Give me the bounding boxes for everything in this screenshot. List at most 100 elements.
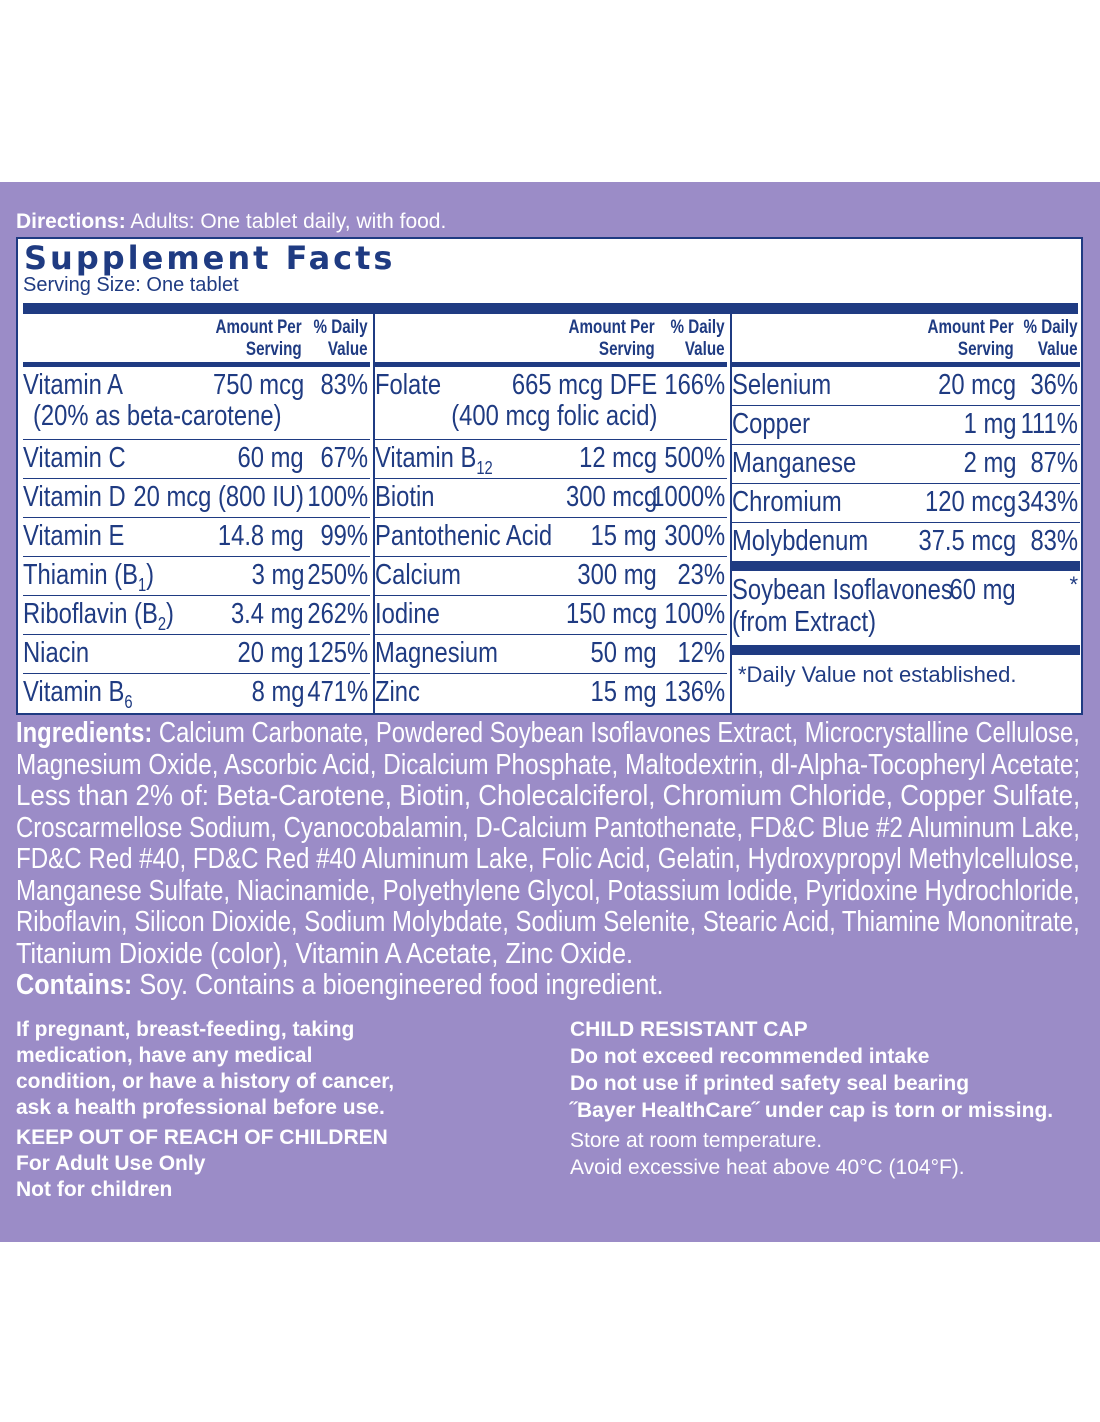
nutrient-name: Calcium [375, 559, 461, 591]
subscript: 12 [476, 457, 493, 478]
nutrient-amount: 50 mg [590, 637, 657, 669]
directions-text: Adults: One tablet daily, with food. [125, 210, 447, 233]
nutrient-name: Thiamin (B1) [23, 559, 155, 595]
nutrient-amount: 15 mg [590, 520, 657, 552]
column-header: Amount Per Serving % Daily Value [23, 314, 370, 362]
note-bar [732, 645, 1080, 655]
nutrient-subtext: (20% as beta-carotene) [33, 400, 282, 432]
nutrient-daily-value: 250% [307, 559, 368, 591]
nutrient-amount: 3.4 mg [231, 598, 304, 630]
nutrient-name: Iodine [375, 598, 440, 630]
nutrient-amount: 37.5 mcg [918, 525, 1016, 557]
nutrient-row: Biotin 300 mcg 1000% [375, 479, 727, 518]
nutrient-name: Magnesium [375, 637, 498, 669]
header-bar [732, 362, 1080, 367]
nutrient-name: Vitamin B6 [23, 676, 133, 712]
warning-line: For Adult Use Only [16, 1152, 206, 1175]
directions: Directions: Adults: One tablet daily, wi… [16, 210, 446, 234]
contains-line: Contains: Soy. Contains a bioengineered … [16, 969, 664, 1001]
subscript: 1 [137, 574, 147, 595]
facts-title: Supplement Facts [24, 239, 396, 277]
nutrient-rows: Folate 665 mcg DFE 166% (400 mcg folic acid… [375, 367, 727, 712]
nutrient-row: Iodine 150 mcg 100% [375, 596, 727, 635]
nutrient-daily-value: 67% [320, 442, 368, 474]
nutrient-row: Copper 1 mg 111% [732, 406, 1080, 445]
nutrient-daily-value: 23% [677, 559, 725, 591]
nutrient-name: Vitamin C [23, 442, 126, 474]
nutrient-amount: 20 mcg [938, 369, 1016, 401]
nutrient-amount: 15 mg [590, 676, 657, 708]
nutrient-amount: 2 mg [963, 447, 1016, 479]
nutrient-daily-value: 87% [1030, 447, 1078, 479]
nutrient-row: Vitamin E 14.8 mg 99% [23, 518, 370, 557]
subscript: 6 [124, 691, 133, 712]
nutrient-name: Molybdenum [732, 525, 869, 557]
warning-line: ˝Bayer HealthCare˝ under cap is torn or … [570, 1099, 1054, 1122]
nutrient-row: Niacin 20 mg 125% [23, 635, 370, 674]
warning-line: KEEP OUT OF REACH OF CHILDREN [16, 1126, 388, 1149]
warning-line: ask a health professional before use. [16, 1096, 385, 1119]
nutrient-rows: Vitamin A 750 mcg 83% (20% as beta-carotene… [23, 367, 370, 712]
warning-line: Not for children [16, 1178, 173, 1201]
header-bar [375, 362, 727, 367]
nutrient-amount: 750 mcg [212, 369, 304, 401]
nutrient-daily-value: 343% [1017, 486, 1078, 518]
warning-line: If pregnant, breast-feeding, taking [16, 1018, 355, 1041]
nutrient-row: Manganese 2 mg 87% [732, 445, 1080, 484]
directions-label: Directions: [16, 210, 126, 233]
ingredients-line: Titanium Dioxide (color), Vitamin A Acet… [16, 937, 633, 970]
nutrient-daily-value: 83% [320, 369, 368, 401]
nutrient-amount: 665 mcg DFE [511, 369, 657, 401]
nutrient-row: Vitamin D 20 mcg (800 IU) 100% [23, 479, 370, 518]
nutrient-amount: 12 mcg [579, 442, 657, 474]
daily-value-header: % Daily Value [313, 317, 368, 360]
nutrient-daily-value: 111% [1020, 408, 1078, 440]
supplement-facts-box: Supplement Facts Serving Size: One table… [16, 237, 1083, 715]
ingredients-line: Riboflavin, Silicon Dioxide, Sodium Moly… [16, 906, 1080, 938]
nutrient-subtext: (400 mcg folic acid) [450, 400, 657, 432]
soy-subtext: (from Extract) [732, 606, 877, 638]
nutrient-amount: 1 mg [963, 408, 1016, 440]
nutrient-row: Folate 665 mcg DFE 166% (400 mcg folic acid… [375, 367, 727, 440]
nutrient-daily-value: 36% [1030, 369, 1078, 401]
nutrient-row: Chromium 120 mcg 343% [732, 484, 1080, 523]
contains-label: Contains: [16, 969, 133, 1001]
nutrient-amount: 20 mg [237, 637, 304, 669]
ingredients-line: Less than 2% of: Beta-Carotene, Biotin, … [16, 780, 1081, 812]
nutrient-name: Vitamin E [23, 520, 125, 552]
nutrient-daily-value: 166% [664, 369, 725, 401]
soy-top-bar [732, 561, 1080, 571]
column-header: Amount Per Serving% Daily Value [732, 314, 1080, 362]
nutrient-amount: 14.8 mg [218, 520, 304, 552]
daily-value-header: % Daily Value [670, 317, 725, 360]
nutrient-row: Riboflavin (B2) 3.4 mg 262% [23, 596, 370, 635]
soy-daily-value: * [1069, 572, 1078, 597]
nutrient-amount: 60 mg [237, 442, 304, 474]
nutrient-amount: 20 mcg (800 IU) [133, 481, 304, 513]
nutrient-daily-value: 262% [307, 598, 368, 630]
nutrient-name: Vitamin B12 [375, 442, 493, 478]
amount-header: Amount Per Serving [568, 317, 655, 360]
nutrient-row: Calcium 300 mg 23% [375, 557, 727, 596]
subscript: 2 [157, 613, 167, 634]
warning-line: Avoid excessive heat above 40°C (104°F). [570, 1156, 965, 1179]
warning-line: medication, have any medical [16, 1044, 313, 1067]
warning-line: condition, or have a history of cancer, [16, 1070, 395, 1093]
warning-line: Store at room temperature. [570, 1129, 823, 1152]
nutrient-row: Vitamin A 750 mcg 83% (20% as beta-carotene… [23, 367, 370, 440]
nutrient-amount: 300 mcg [565, 481, 657, 513]
nutrient-amount: 3 mg [251, 559, 304, 591]
warning-line: Do not use if printed safety seal bearin… [570, 1072, 970, 1095]
ingredients-line: Croscarmellose Sodium, Cyanocobalamin, D… [16, 811, 1080, 844]
nutrient-daily-value: 100% [307, 481, 368, 513]
ingredients-line: Manganese Sulfate, Niacinamide, Polyethy… [16, 874, 1080, 907]
daily-value-header: % Daily Value [1023, 317, 1078, 360]
nutrient-daily-value: 125% [307, 637, 368, 669]
nutrient-name: Niacin [23, 637, 90, 669]
nutrient-row: Thiamin (B1) 3 mg 250% [23, 557, 370, 596]
nutrient-name: Riboflavin (B2) [23, 598, 174, 634]
ingredients-block: Ingredients: Calcium Carbonate, Powdered… [16, 717, 1083, 1007]
daily-value-note: *Daily Value not established. [738, 662, 1017, 687]
nutrient-daily-value: 12% [677, 637, 725, 669]
amount-header: Amount Per Serving [215, 317, 302, 360]
